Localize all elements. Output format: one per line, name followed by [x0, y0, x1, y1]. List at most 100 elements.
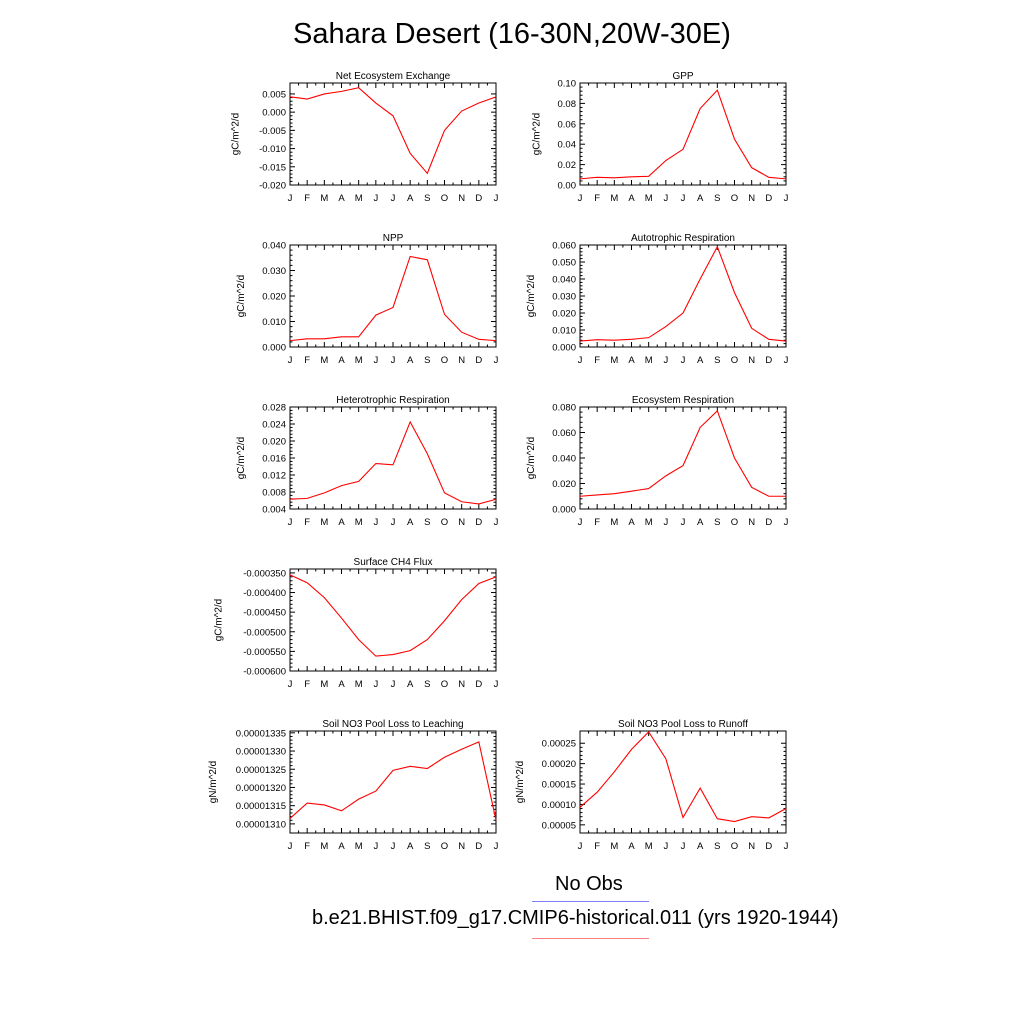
chart-title: Autotrophic Respiration	[631, 233, 735, 244]
x-tick-label: J	[663, 193, 668, 204]
y-tick-label: 0.030	[552, 292, 576, 303]
plot-frame	[289, 244, 497, 348]
x-tick-label: M	[645, 193, 653, 204]
y-tick-label: 0.030	[262, 266, 286, 277]
x-tick-label: A	[697, 193, 704, 204]
x-tick-label: S	[424, 517, 430, 528]
x-tick-label: J	[391, 679, 396, 690]
x-tick-label: J	[391, 517, 396, 528]
legend-line-model	[532, 938, 649, 939]
y-tick-label: 0.10	[558, 79, 577, 90]
x-tick-label: M	[355, 517, 363, 528]
chart-0: J F M A M J J A S O N D J-0.020-0.015-0.010-0.0050.0…	[230, 71, 498, 204]
y-tick-label: 0.010	[262, 317, 286, 328]
x-tick-label: A	[407, 193, 414, 204]
series-line	[289, 741, 497, 821]
x-tick-label: D	[765, 517, 772, 528]
y-tick-label: 0.080	[552, 403, 576, 414]
x-tick-label: S	[714, 517, 720, 528]
y-tick-label: 0.020	[262, 437, 286, 448]
x-tick-label: N	[458, 679, 465, 690]
x-tick-label: M	[645, 355, 653, 366]
x-tick-label: J	[391, 841, 396, 852]
x-tick-label: A	[338, 841, 345, 852]
series-line	[289, 574, 497, 657]
y-tick-label: 0.020	[552, 309, 576, 320]
x-tick-label: J	[494, 517, 499, 528]
y-tick-label: 0.004	[262, 505, 286, 516]
y-tick-label: -0.000350	[243, 568, 286, 579]
y-tick-label: 0.00010	[542, 800, 576, 811]
x-tick-label: A	[628, 841, 635, 852]
x-tick-label: N	[748, 841, 755, 852]
x-tick-label: A	[697, 355, 704, 366]
y-tick-label: -0.000500	[243, 627, 286, 638]
x-tick-label: J	[494, 193, 499, 204]
y-tick-label: -0.010	[259, 144, 286, 155]
chart-1: J F M A M J J A S O N D J0.000.020.040.060.080.10GPP…	[532, 71, 789, 204]
x-tick-label: J	[373, 193, 378, 204]
x-tick-label: A	[628, 355, 635, 366]
y-tick-label: 0.060	[552, 241, 576, 252]
x-tick-label: A	[697, 841, 704, 852]
x-tick-label: A	[338, 355, 345, 366]
x-tick-label: A	[697, 517, 704, 528]
x-tick-label: D	[765, 193, 772, 204]
x-tick-label: F	[304, 355, 310, 366]
x-tick-label: J	[681, 517, 686, 528]
x-tick-label: J	[391, 193, 396, 204]
y-axis-label: gC/m^2/d	[236, 437, 247, 480]
y-tick-label: -0.000600	[243, 667, 286, 678]
x-tick-label: M	[320, 841, 328, 852]
chart-5: J F M A M J J A S O N D J0.0000.0200.0400.0600.080Ec…	[526, 395, 789, 528]
y-tick-label: 0.016	[262, 454, 286, 465]
x-tick-label: N	[458, 193, 465, 204]
y-tick-label: 0.00025	[542, 739, 576, 750]
chart-title: GPP	[672, 71, 693, 82]
series-line	[579, 409, 786, 497]
chart-title: NPP	[383, 233, 404, 244]
x-tick-label: S	[424, 679, 430, 690]
y-axis-label: gC/m^2/d	[526, 275, 537, 318]
x-tick-label: F	[304, 517, 310, 528]
x-tick-label: O	[731, 193, 738, 204]
x-tick-label: A	[407, 679, 414, 690]
plot-frame	[579, 244, 787, 348]
y-tick-label: 0.000	[262, 343, 286, 354]
y-tick-label: -0.015	[259, 162, 286, 173]
chart-title: Surface CH4 Flux	[354, 557, 433, 568]
x-tick-label: N	[458, 517, 465, 528]
x-tick-label: J	[663, 517, 668, 528]
x-tick-label: D	[475, 193, 482, 204]
x-tick-label: J	[681, 193, 686, 204]
x-tick-label: J	[784, 193, 789, 204]
x-tick-label: M	[355, 193, 363, 204]
x-tick-label: M	[320, 193, 328, 204]
x-tick-label: N	[458, 841, 465, 852]
x-tick-label: S	[714, 193, 720, 204]
series-line	[579, 730, 787, 823]
x-tick-label: J	[288, 193, 293, 204]
x-tick-label: A	[407, 355, 414, 366]
y-tick-label: 0.024	[262, 420, 286, 431]
x-tick-label: A	[407, 517, 414, 528]
x-tick-label: F	[304, 193, 310, 204]
x-tick-label: M	[355, 355, 363, 366]
y-tick-label: 0.00015	[542, 780, 576, 791]
x-tick-label: M	[610, 517, 618, 528]
y-tick-label: 0.00001335	[236, 728, 286, 739]
y-tick-label: 0.04	[558, 140, 577, 151]
y-tick-label: 0.060	[552, 428, 576, 439]
y-tick-label: 0.020	[552, 479, 576, 490]
chart-title: Soil NO3 Pool Loss to Runoff	[618, 719, 748, 730]
x-tick-label: J	[288, 841, 293, 852]
x-tick-label: D	[475, 517, 482, 528]
x-tick-label: O	[441, 517, 448, 528]
y-tick-label: 0.00005	[542, 820, 576, 831]
y-tick-label: -0.020	[259, 181, 286, 192]
x-tick-label: O	[441, 679, 448, 690]
x-tick-label: N	[748, 193, 755, 204]
legend-line-obs	[532, 901, 649, 902]
x-tick-label: J	[784, 841, 789, 852]
